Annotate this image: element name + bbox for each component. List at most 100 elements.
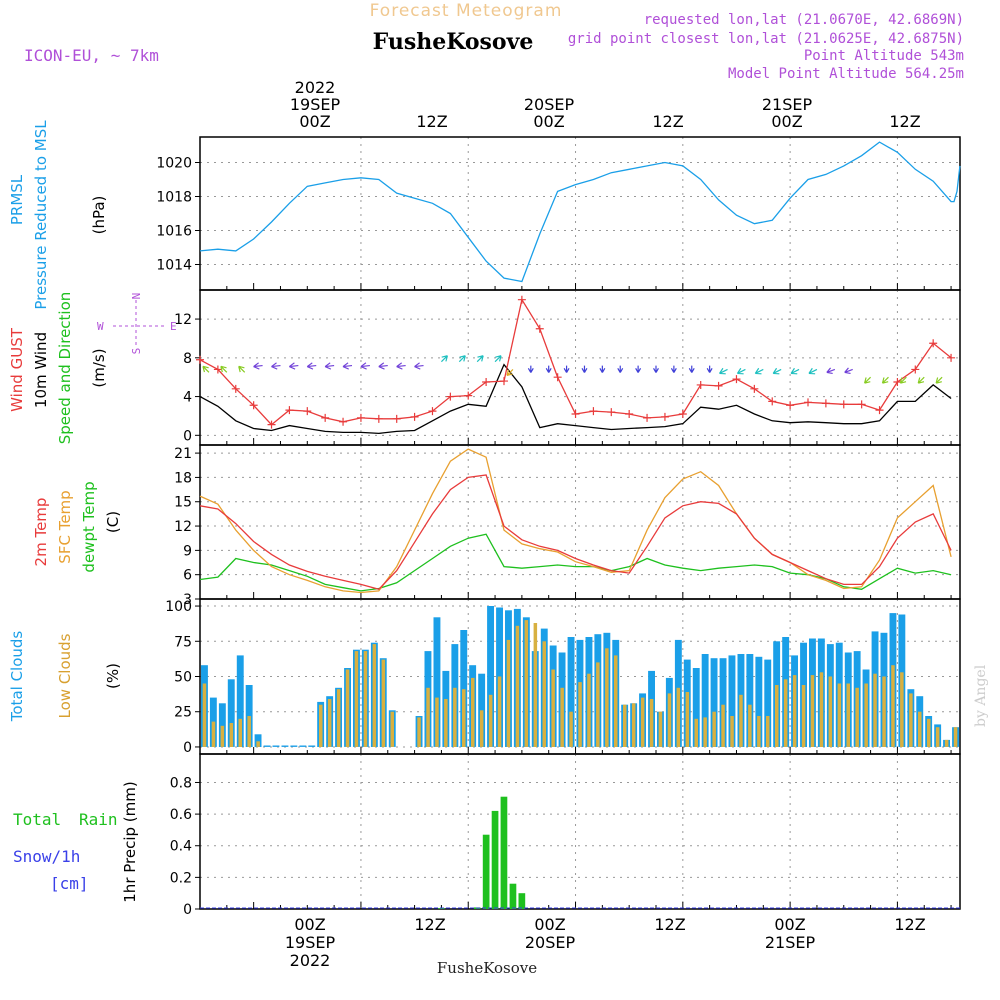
total-cloud-bar: [728, 655, 736, 747]
low-cloud-bar: [891, 665, 895, 747]
low-cloud-bar: [828, 676, 833, 747]
gust-marker: [231, 384, 240, 393]
low-cloud-bar: [211, 721, 216, 747]
wind-ytick-label: 4: [183, 390, 192, 406]
sfc-temp-line: [199, 448, 952, 594]
wind-direction-arrow: [808, 367, 818, 375]
wind-direction-arrow: [253, 362, 263, 370]
bottom-day-label: 19SEP: [285, 933, 336, 952]
wind-direction-arrow: [617, 365, 624, 373]
low-cloud-bar: [506, 639, 511, 747]
gust-marker: [553, 373, 562, 382]
low-cloud-bar: [783, 679, 788, 747]
wind-direction-arrow: [440, 355, 448, 363]
total-cloud-bar: [218, 703, 226, 747]
precip-unit: 1hr Precip (mm): [121, 781, 139, 902]
t2m-label: 2m Temp: [32, 498, 50, 567]
rain-bar: [482, 834, 490, 909]
wind-direction-arrow: [563, 365, 570, 373]
compass-west: W: [97, 320, 104, 333]
low-cloud-bar: [935, 727, 940, 747]
low-cloud-bar: [605, 648, 609, 747]
low-cloud-bar: [587, 673, 591, 747]
wind-direction-arrow: [545, 365, 552, 373]
temp-ytick-label: 21: [174, 446, 192, 462]
compass-icon: N S W E: [97, 293, 177, 355]
wind-speed-line: [199, 363, 952, 435]
low-cloud-bar: [909, 693, 913, 747]
total-cloud-bar: [290, 745, 298, 747]
low-cloud-bar: [766, 716, 770, 747]
top-day-label: 19SEP: [290, 95, 341, 114]
dewpt-label: dewpt Temp: [80, 481, 98, 572]
low-cloud-bar: [327, 699, 332, 747]
low-cloud-bar: [730, 716, 734, 747]
total-rain-label: Total: [13, 810, 61, 829]
low-cloud-bar: [524, 620, 529, 747]
wind-direction-arrow: [527, 365, 534, 373]
top-day-label: 21SEP: [762, 95, 813, 114]
gust-marker: [768, 397, 777, 406]
top-hour-label: 00Z: [771, 112, 802, 131]
total-cloud-bar: [710, 658, 718, 747]
low-cloud-bar: [229, 723, 234, 747]
low-cloud-bar: [819, 672, 824, 747]
panels-layer: 1014 1016 1018 1020 0 4 8 12 3 6 9 12 15 18 21 0 25 50 75 1…: [156, 136, 961, 918]
clouds-ytick-label: 75: [174, 634, 192, 650]
total-cloud-bar: [719, 658, 727, 747]
wind-direction-arrow: [653, 365, 659, 373]
top-hour-label: 00Z: [533, 112, 564, 131]
gust-marker: [535, 324, 544, 333]
wind-direction-arrow: [790, 367, 800, 375]
clouds-ytick-label: 100: [165, 599, 192, 615]
bottom-day-label: 21SEP: [765, 933, 816, 952]
gust-marker: [750, 384, 759, 393]
wind-unit: (m/s): [90, 348, 108, 387]
low-cloud-bar: [623, 704, 627, 747]
low-cloud-bar: [569, 711, 573, 747]
rain-bar: [491, 810, 499, 909]
gust-marker: [482, 378, 491, 387]
low-cloud-bar: [390, 711, 394, 747]
precip-frame: [199, 753, 961, 910]
wind-direction-arrow: [342, 362, 353, 370]
low-cloud-bar: [381, 659, 386, 747]
gust-marker: [804, 398, 812, 407]
gust-marker: [821, 399, 830, 408]
top-hour-label: 12Z: [416, 112, 447, 131]
wind-direction-arrow: [844, 367, 853, 375]
top-hour-label: 12Z: [889, 112, 920, 131]
point-altitude: Point Altitude 543m: [804, 48, 964, 64]
wind-direction-arrow: [864, 376, 872, 384]
total-cloud-bar: [692, 668, 700, 747]
temp-ytick-label: 18: [174, 470, 192, 486]
wind-direction-arrow: [899, 376, 907, 384]
total-cloud-bar: [254, 734, 262, 747]
precip-ytick-label: 0.6: [170, 807, 192, 823]
gust-marker: [607, 408, 616, 417]
low-cloud-bar: [596, 662, 600, 747]
wind-direction-arrow: [881, 376, 889, 384]
low-cloud-bar: [667, 693, 672, 747]
temp-ytick-label: 9: [183, 543, 192, 559]
pressure-frame: [199, 136, 961, 291]
clouds-ytick-label: 25: [174, 705, 192, 721]
low-cloud-bar: [578, 682, 582, 747]
low-cloud-bar: [488, 694, 493, 747]
gust-marker: [374, 414, 383, 423]
total-cloud-bar: [236, 655, 244, 747]
total-cloud-bar: [755, 656, 763, 747]
bottom-hour-label: 12Z: [654, 915, 685, 934]
gust-marker: [303, 407, 312, 416]
gust-label: Wind GUST: [8, 327, 26, 412]
clouds-ytick-label: 50: [174, 670, 192, 686]
low-cloud-bar: [363, 651, 368, 747]
wind-direction-arrow: [754, 367, 764, 375]
gust-marker: [446, 392, 455, 401]
total-cloud-bar: [227, 679, 235, 747]
bottom-day-label: 20SEP: [525, 933, 576, 952]
total-cloud-bar: [764, 659, 772, 747]
total-clouds-label: Total Clouds: [8, 631, 26, 723]
low-cloud-bar: [417, 717, 421, 747]
prmsl-label: PRMSL: [8, 174, 26, 225]
